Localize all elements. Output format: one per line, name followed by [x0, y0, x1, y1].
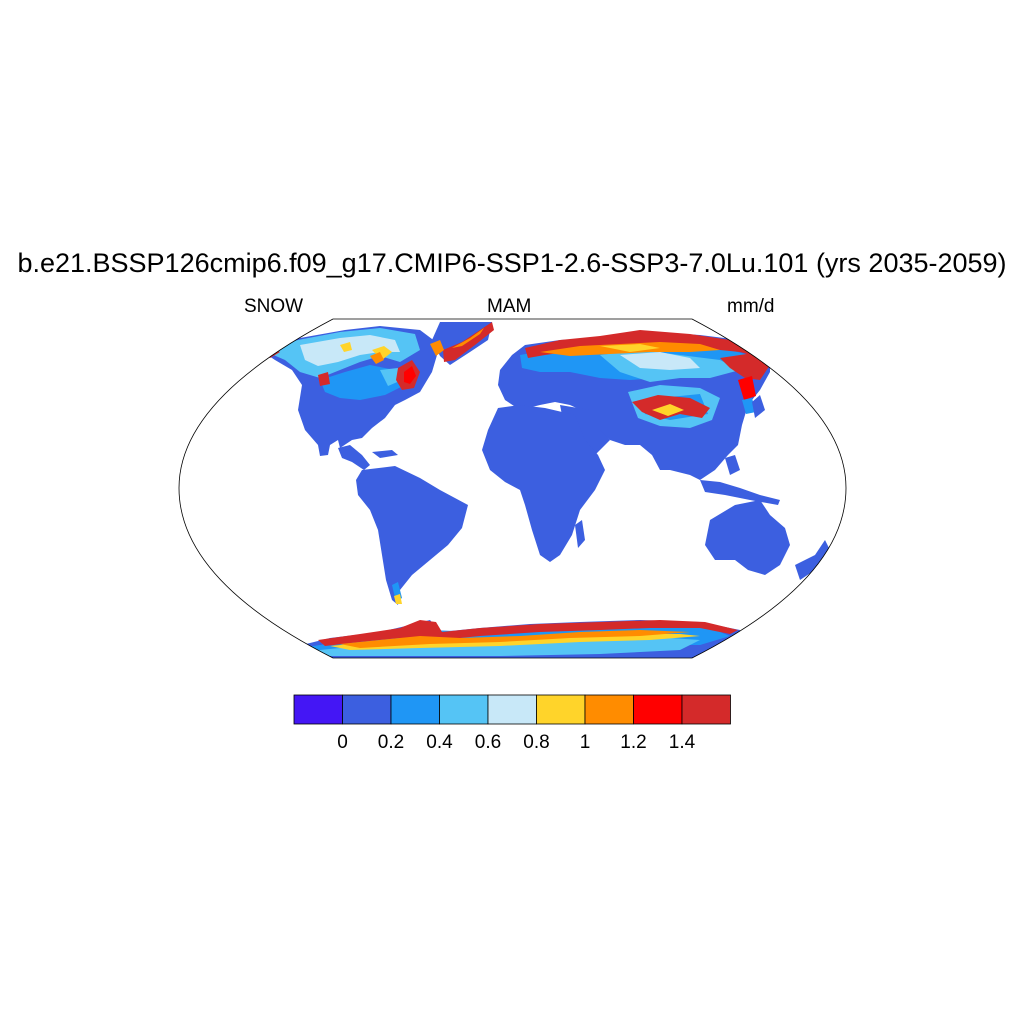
colorbar-tick-label: 0.4: [426, 732, 453, 753]
map-boundary: [178, 318, 847, 659]
colorbar-box: [293, 694, 343, 725]
colorbar-tick-label: 0.8: [523, 732, 550, 753]
colorbar-box: [342, 694, 392, 725]
south-america-land: [356, 466, 468, 605]
units-label: mm/d: [727, 296, 775, 317]
africa-land: [482, 405, 605, 562]
colorbar-tick-label: 0.2: [377, 732, 405, 753]
colorbar-tick-label: 1.4: [668, 732, 696, 753]
colorbar-box: [390, 694, 440, 725]
colorbar-tick-label: 0.6: [474, 732, 502, 753]
colorbar-box: [439, 694, 489, 725]
map-field: [260, 322, 830, 658]
season-label: MAM: [487, 296, 532, 317]
colorbar-tick-label: 1.2: [620, 732, 647, 753]
australia-land: [705, 500, 790, 575]
variable-label: SNOW: [244, 296, 304, 317]
colorbar-box: [633, 694, 683, 725]
colorbar-box: [681, 694, 731, 725]
colorbar-box: [536, 694, 586, 725]
colorbar-box: [584, 694, 634, 725]
colorbar-box: [487, 694, 537, 725]
map-title: b.e21.BSSP126cmip6.f09_g17.CMIP6-SSP1-2.…: [17, 248, 1007, 278]
colorbar-tick-label: 0: [337, 732, 348, 753]
colorbar: [293, 694, 731, 725]
colorbar-tick-label: 1: [579, 732, 591, 753]
